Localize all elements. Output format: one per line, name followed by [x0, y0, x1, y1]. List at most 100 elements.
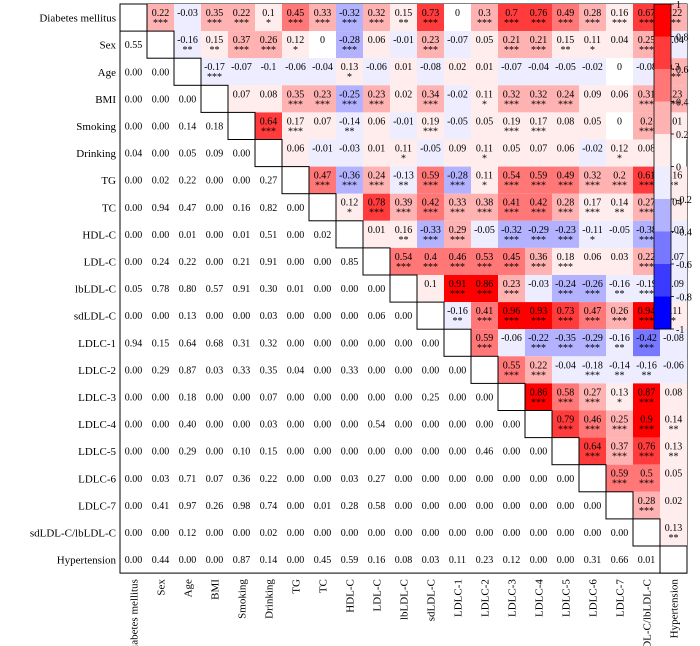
corr-significance: ***	[558, 208, 573, 219]
corr-cell	[525, 383, 552, 411]
corr-value: 0.08	[260, 89, 278, 100]
p-value: 0.24	[152, 257, 170, 268]
p-value: 0.00	[530, 447, 548, 458]
corr-value: 0.16	[395, 225, 413, 236]
row-label: Smoking	[76, 121, 116, 133]
diagonal-cell	[578, 464, 607, 493]
corr-value: 0.01	[665, 116, 683, 127]
diagonal-cell	[659, 545, 688, 574]
colorbar-tick-label: -0.4	[676, 228, 692, 239]
corr-significance: *	[482, 99, 487, 110]
corr-value: -0.06	[366, 62, 387, 73]
p-value: 0.00	[341, 447, 359, 458]
corr-significance: ***	[612, 181, 627, 192]
corr-value: -0.02	[447, 89, 468, 100]
corr-significance: ***	[504, 99, 519, 110]
corr-value: 0.11	[476, 171, 493, 182]
corr-value: 0.21	[503, 35, 521, 46]
p-value: 0.07	[206, 474, 224, 485]
corr-value: 0.2	[613, 171, 626, 182]
corr-significance: ***	[612, 316, 627, 327]
corr-significance: ***	[612, 452, 627, 463]
corr-value: -0.24	[555, 279, 576, 290]
corr-value: 0.01	[368, 225, 386, 236]
p-value: 0.00	[125, 257, 143, 268]
p-value: 0.00	[314, 257, 332, 268]
p-value: 0.00	[557, 474, 575, 485]
corr-value: 0.05	[503, 144, 521, 155]
corr-cell	[525, 220, 552, 248]
corr-significance: **	[642, 370, 652, 381]
p-value: 0.00	[287, 501, 305, 512]
corr-value: 0.12	[287, 35, 305, 46]
p-value: 0.27	[260, 176, 278, 187]
p-value: 0.00	[530, 528, 548, 539]
corr-value: 0.06	[584, 252, 602, 263]
corr-significance: ***	[585, 289, 600, 300]
p-value: 0.00	[341, 284, 359, 295]
corr-cell	[606, 247, 633, 275]
corr-value: -0.07	[663, 252, 684, 263]
p-value: 0.00	[233, 420, 251, 431]
corr-value: 0.9	[640, 415, 653, 426]
p-value: 0.05	[179, 149, 197, 160]
corr-value: 0.45	[287, 8, 305, 19]
p-value: 0.00	[206, 528, 224, 539]
corr-significance: ***	[639, 126, 654, 137]
corr-significance: ***	[639, 208, 654, 219]
corr-cell	[363, 85, 390, 113]
corr-value: 0.58	[557, 387, 575, 398]
diagonal-cell	[362, 247, 391, 276]
p-value: 0.00	[152, 230, 170, 241]
corr-cell	[147, 4, 174, 32]
corr-cell	[201, 4, 228, 32]
corr-cell	[444, 85, 471, 113]
corr-cell	[363, 139, 390, 167]
p-value: 0.00	[395, 528, 413, 539]
p-value: 0.12	[179, 528, 197, 539]
corr-value: 0.49	[557, 171, 575, 182]
colorbar-tick-label: 0.8	[676, 33, 689, 44]
p-value: 0.00	[368, 284, 386, 295]
corr-value: 0.28	[638, 496, 656, 507]
corr-significance: ***	[450, 289, 465, 300]
p-value: 0.00	[476, 392, 494, 403]
p-value: 0.00	[125, 365, 143, 376]
corr-value: 0.02	[449, 62, 467, 73]
corr-value: 0.13	[611, 387, 629, 398]
diagonal-cell	[227, 111, 256, 141]
p-value: 0.00	[206, 311, 224, 322]
corr-significance: ***	[234, 45, 249, 56]
corr-cell	[309, 85, 336, 113]
corr-value: -0.17	[204, 62, 225, 73]
corr-cell	[417, 193, 444, 221]
corr-cell	[579, 275, 606, 303]
corr-value: 0.32	[530, 89, 548, 100]
corr-value: -0.36	[339, 171, 360, 182]
corr-value: 0.07	[314, 116, 332, 127]
p-value: 0.00	[125, 528, 143, 539]
p-value: 0.00	[395, 474, 413, 485]
corr-cell	[552, 31, 579, 59]
corr-cell	[363, 220, 390, 248]
diagonal-cell	[524, 410, 553, 439]
corr-significance: *	[347, 72, 352, 83]
corr-significance: ***	[585, 370, 600, 381]
corr-cell	[309, 58, 336, 86]
corr-cell	[174, 4, 201, 32]
p-value: 0.00	[233, 392, 251, 403]
column-label: LDLC-7	[615, 579, 627, 617]
corr-value: -0.25	[339, 89, 360, 100]
corr-value: 0	[320, 35, 325, 46]
p-value: 0.00	[125, 94, 143, 105]
corr-value: 0.64	[584, 442, 602, 453]
p-value: 0.00	[125, 501, 143, 512]
corr-value: 0.45	[503, 252, 521, 263]
corr-cell	[498, 112, 525, 140]
corr-value: 0.08	[665, 387, 683, 398]
corr-cell	[606, 58, 633, 86]
p-value: 0.00	[287, 257, 305, 268]
corr-significance: ***	[558, 99, 573, 110]
p-value: 0.00	[584, 501, 602, 512]
p-value: 0.00	[368, 338, 386, 349]
